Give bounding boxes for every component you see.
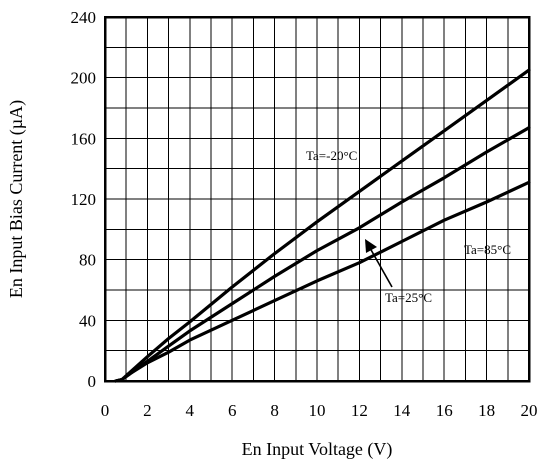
x-tick-label: 2 bbox=[143, 401, 152, 420]
y-tick-label: 80 bbox=[79, 251, 96, 270]
x-tick-label: 6 bbox=[228, 401, 237, 420]
plot-frame bbox=[103, 15, 531, 383]
x-tick-labels: 0 2 4 6 8 10 12 14 16 18 20 bbox=[101, 401, 538, 420]
y-tick-label: 200 bbox=[71, 69, 97, 88]
grid bbox=[104, 16, 530, 382]
x-tick-label: 16 bbox=[436, 401, 453, 420]
x-tick-label: 20 bbox=[521, 401, 538, 420]
y-tick-label: 160 bbox=[71, 129, 97, 148]
x-tick-label: 0 bbox=[101, 401, 110, 420]
series-line-2 bbox=[113, 180, 531, 383]
series-lines bbox=[113, 68, 531, 383]
x-tick-label: 8 bbox=[270, 401, 279, 420]
y-tick-label: 40 bbox=[79, 311, 96, 330]
annotation-label-85: Ta=85°C bbox=[464, 242, 511, 257]
x-tick-label: 10 bbox=[309, 401, 326, 420]
annotation-arrow-head bbox=[365, 239, 377, 253]
y-axis-title: En Input Bias Current (µA) bbox=[6, 100, 27, 298]
x-axis-title: En Input Voltage (V) bbox=[242, 439, 393, 460]
annotations: Ta=-20°C Ta=85°C Ta=25°C bbox=[306, 148, 511, 305]
annotation-label-minus20: Ta=-20°C bbox=[306, 148, 357, 163]
x-tick-label: 18 bbox=[478, 401, 495, 420]
series-line-0 bbox=[113, 68, 531, 383]
x-tick-label: 14 bbox=[393, 401, 411, 420]
annotation-arrow-line bbox=[369, 247, 393, 288]
y-tick-label: 240 bbox=[71, 8, 97, 27]
y-tick-labels: 0 40 80 120 160 200 240 bbox=[71, 8, 97, 391]
y-tick-label: 120 bbox=[71, 190, 97, 209]
x-tick-label: 4 bbox=[186, 401, 195, 420]
y-tick-label: 0 bbox=[88, 372, 97, 391]
annotation-label-25: Ta=25°C bbox=[385, 290, 432, 305]
x-tick-label: 12 bbox=[351, 401, 368, 420]
